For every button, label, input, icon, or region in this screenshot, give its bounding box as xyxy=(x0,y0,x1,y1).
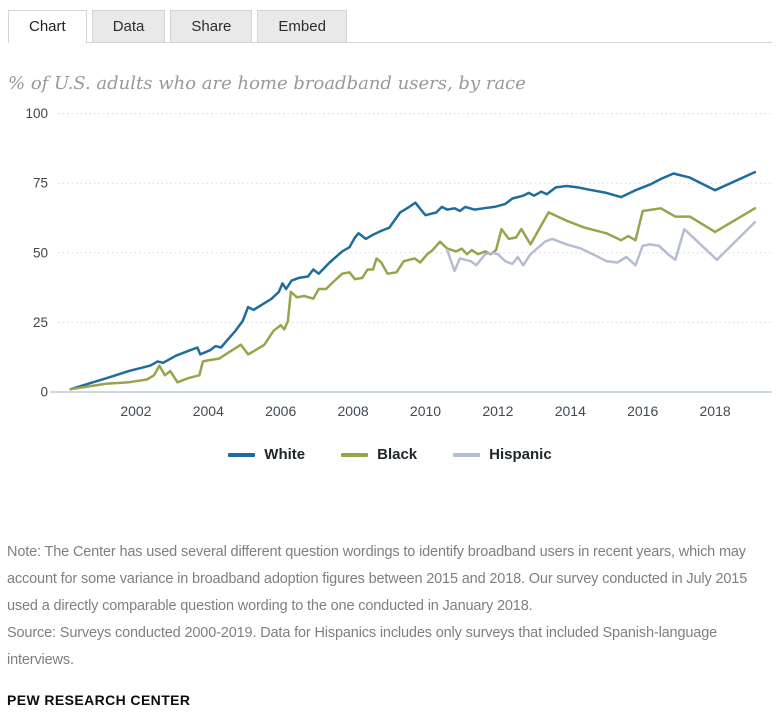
x-tick-label-2018: 2018 xyxy=(700,403,731,419)
source-text-line: Source: Surveys conducted 2000-2019. Dat… xyxy=(7,625,718,641)
series-line-black xyxy=(69,207,757,391)
note-text-line: Note: The Center has used several differ… xyxy=(7,544,746,560)
y-tick-label-25: 25 xyxy=(33,315,48,330)
legend-label-black: Black xyxy=(377,446,418,463)
tab-chart[interactable]: Chart xyxy=(8,10,87,43)
legend-swatch-hispanic-icon xyxy=(453,452,481,457)
legend-item-hispanic: Hispanic xyxy=(453,446,552,463)
legend-item-white: White xyxy=(228,446,305,463)
tab-data[interactable]: Data xyxy=(91,10,166,42)
y-tick-label-0: 0 xyxy=(40,385,48,400)
x-tick-label-2016: 2016 xyxy=(627,403,658,419)
y-tick-label-75: 75 xyxy=(33,176,48,191)
line-chart: 0 25 50 75 100 2002 2004 2006 2008 2010 2012 2014 20… xyxy=(25,106,772,419)
tab-embed[interactable]: Embed xyxy=(257,10,347,42)
x-tick-label-2008: 2008 xyxy=(338,403,369,419)
legend-label-white: White xyxy=(264,446,306,463)
tab-embed-label: Embed xyxy=(278,18,326,35)
chart-legend: White Black Hispanic xyxy=(0,446,780,463)
chart-title: % of U.S. adults who are home broadband … xyxy=(8,73,526,94)
tab-bar: Chart Data Share Embed xyxy=(8,10,772,43)
legend-label-hispanic: Hispanic xyxy=(489,446,552,463)
x-tick-label-2014: 2014 xyxy=(555,403,586,419)
tab-data-label: Data xyxy=(112,18,145,35)
y-tick-label-50: 50 xyxy=(33,245,48,260)
tab-share[interactable]: Share xyxy=(170,10,253,42)
tab-chart-label: Chart xyxy=(29,18,66,35)
source-text-line: interviews. xyxy=(7,652,74,668)
pew-research-center-branding: PEW RESEARCH CENTER xyxy=(7,692,191,708)
y-tick-label-100: 100 xyxy=(25,106,48,121)
note-text-line: account for some variance in broadband a… xyxy=(7,571,748,587)
x-tick-label-2010: 2010 xyxy=(410,403,441,419)
footnotes: Note: The Center has used several differ… xyxy=(7,539,780,674)
note-text-line: used a directly comparable question word… xyxy=(7,598,533,614)
legend-swatch-white-icon xyxy=(228,452,256,457)
legend-item-black: Black xyxy=(341,446,417,463)
tab-share-label: Share xyxy=(191,18,232,35)
x-tick-label-2006: 2006 xyxy=(265,403,296,419)
series-line-white xyxy=(69,170,757,391)
x-tick-label-2012: 2012 xyxy=(482,403,513,419)
series-line-hispanic xyxy=(445,220,757,273)
x-tick-label-2004: 2004 xyxy=(193,403,224,419)
x-tick-label-2002: 2002 xyxy=(120,403,151,419)
legend-swatch-black-icon xyxy=(341,452,369,457)
